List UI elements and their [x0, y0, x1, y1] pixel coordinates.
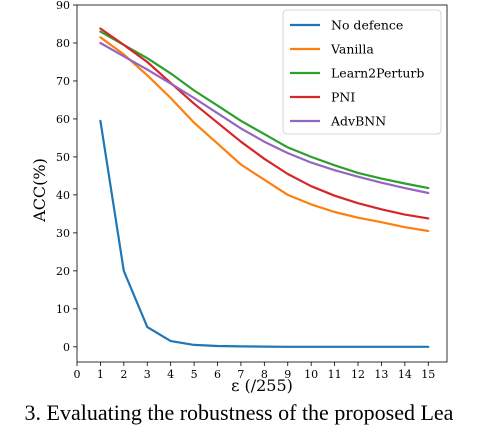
legend-label-vanilla: Vanilla [330, 42, 374, 57]
x-tick-label: 4 [167, 368, 174, 381]
legend-box [282, 9, 442, 135]
y-tick-label: 80 [56, 37, 70, 50]
y-tick-label: 30 [56, 227, 70, 240]
series-line-advbnn [99, 41, 430, 195]
x-tick-label: 3 [144, 368, 151, 381]
y-axis-label: ACC(%) [30, 158, 49, 223]
x-tick-label: 12 [351, 368, 365, 381]
legend-label-learn2perturb: Learn2Perturb [331, 66, 424, 81]
x-tick-label: 9 [284, 368, 291, 381]
x-axis: 0 1 2 3 4 5 6 7 8 9 10 11 12 13 14 15 [74, 362, 435, 381]
x-tick-label: 15 [421, 368, 435, 381]
x-axis-label: ε (/255) [231, 376, 293, 395]
y-tick-label: 90 [56, 0, 70, 12]
series-line-no-defence [99, 119, 430, 348]
series-line-pni [99, 27, 430, 220]
x-tick-label: 14 [398, 368, 412, 381]
y-axis: 0 10 20 30 40 50 60 70 80 90 [56, 0, 77, 354]
y-tick-label: 40 [56, 189, 70, 202]
y-tick-label: 60 [56, 113, 70, 126]
figure-caption: 3. Evaluating the robustness of the prop… [24, 400, 454, 425]
y-tick-label: 0 [63, 341, 70, 354]
x-tick-label: 7 [237, 368, 244, 381]
x-tick-label: 0 [74, 368, 81, 381]
legend-label-no-defence: No defence [331, 18, 403, 33]
x-tick-label: 1 [97, 368, 104, 381]
x-tick-label: 6 [214, 368, 221, 381]
series-line-learn2perturb [99, 30, 430, 190]
series-lines [99, 27, 430, 348]
x-tick-label: 13 [374, 368, 388, 381]
x-tick-label: 8 [261, 368, 268, 381]
series-line-vanilla [99, 36, 430, 233]
y-tick-label: 20 [56, 265, 70, 278]
legend-label-pni: PNI [331, 90, 355, 105]
y-tick-label: 70 [56, 75, 70, 88]
x-tick-label: 5 [191, 368, 198, 381]
y-tick-label: 50 [56, 151, 70, 164]
legend: No defence Vanilla Learn2Perturb PNI AdvBNN [282, 9, 442, 135]
legend-label-advbnn: AdvBNN [330, 114, 386, 129]
y-tick-label: 10 [56, 303, 70, 316]
x-tick-label: 11 [328, 368, 342, 381]
x-tick-label: 2 [120, 368, 127, 381]
x-tick-label: 10 [304, 368, 318, 381]
